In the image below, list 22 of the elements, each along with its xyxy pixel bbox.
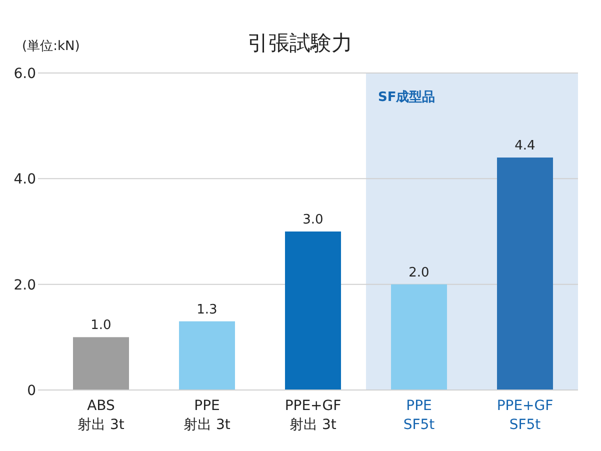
bar (391, 284, 447, 390)
y-tick-label: 6.0 (14, 66, 36, 82)
bar (73, 337, 129, 390)
y-tick-label: 0 (27, 383, 36, 399)
x-tick-label: PPE SF5t (403, 398, 436, 433)
bar (285, 232, 341, 390)
x-tick-label: PPE+GF 射出 3t (284, 398, 342, 433)
data-label: 1.0 (90, 318, 112, 334)
x-tick-label: PPE 射出 3t (184, 398, 231, 433)
data-label: 2.0 (408, 265, 430, 280)
band-label: SF成型品 (378, 90, 436, 105)
y-tick-label: 4.0 (14, 172, 36, 188)
bar (497, 158, 553, 390)
data-label: 1.3 (196, 302, 218, 318)
x-tick-label: PPE+GF SF5t (496, 398, 554, 433)
chart-title: 引張試験力 (248, 31, 352, 55)
data-label: 3.0 (302, 212, 324, 228)
bar (179, 321, 235, 390)
data-label: 4.4 (514, 138, 536, 154)
y-axis-title: (単位:kN) (22, 39, 80, 54)
x-tick-label: ABS 射出 3t (78, 398, 125, 433)
y-tick-label: 2.0 (14, 277, 36, 294)
